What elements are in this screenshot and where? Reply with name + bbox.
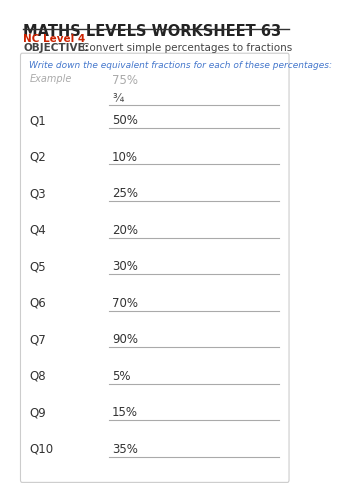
Text: 15%: 15%: [112, 406, 138, 420]
Text: 50%: 50%: [112, 114, 138, 127]
Text: Convert simple percentages to fractions: Convert simple percentages to fractions: [82, 44, 293, 54]
Text: Q10: Q10: [29, 443, 53, 456]
Text: Write down the equivalent fractions for each of these percentages:: Write down the equivalent fractions for …: [29, 61, 332, 70]
Text: 30%: 30%: [112, 260, 138, 273]
Text: Example: Example: [29, 74, 72, 84]
Text: Q2: Q2: [29, 150, 46, 164]
Text: Q4: Q4: [29, 224, 46, 236]
Text: 25%: 25%: [112, 187, 138, 200]
Text: 75%: 75%: [112, 74, 138, 87]
Text: NC Level 4: NC Level 4: [23, 34, 86, 44]
Text: 35%: 35%: [112, 443, 138, 456]
Text: MATHS LEVELS WORKSHEET 63: MATHS LEVELS WORKSHEET 63: [23, 24, 281, 38]
Text: ¾: ¾: [112, 92, 123, 105]
Text: 90%: 90%: [112, 334, 138, 346]
Text: Q3: Q3: [29, 187, 46, 200]
Text: Q9: Q9: [29, 406, 46, 420]
Text: Q6: Q6: [29, 297, 46, 310]
Text: Q7: Q7: [29, 334, 46, 346]
Text: 10%: 10%: [112, 150, 138, 164]
Text: 70%: 70%: [112, 297, 138, 310]
Text: Q5: Q5: [29, 260, 46, 273]
Text: Q1: Q1: [29, 114, 46, 127]
Text: 5%: 5%: [112, 370, 131, 383]
Text: 20%: 20%: [112, 224, 138, 236]
Text: OBJECTIVE:: OBJECTIVE:: [23, 44, 89, 54]
Text: Q8: Q8: [29, 370, 46, 383]
FancyBboxPatch shape: [21, 53, 289, 482]
